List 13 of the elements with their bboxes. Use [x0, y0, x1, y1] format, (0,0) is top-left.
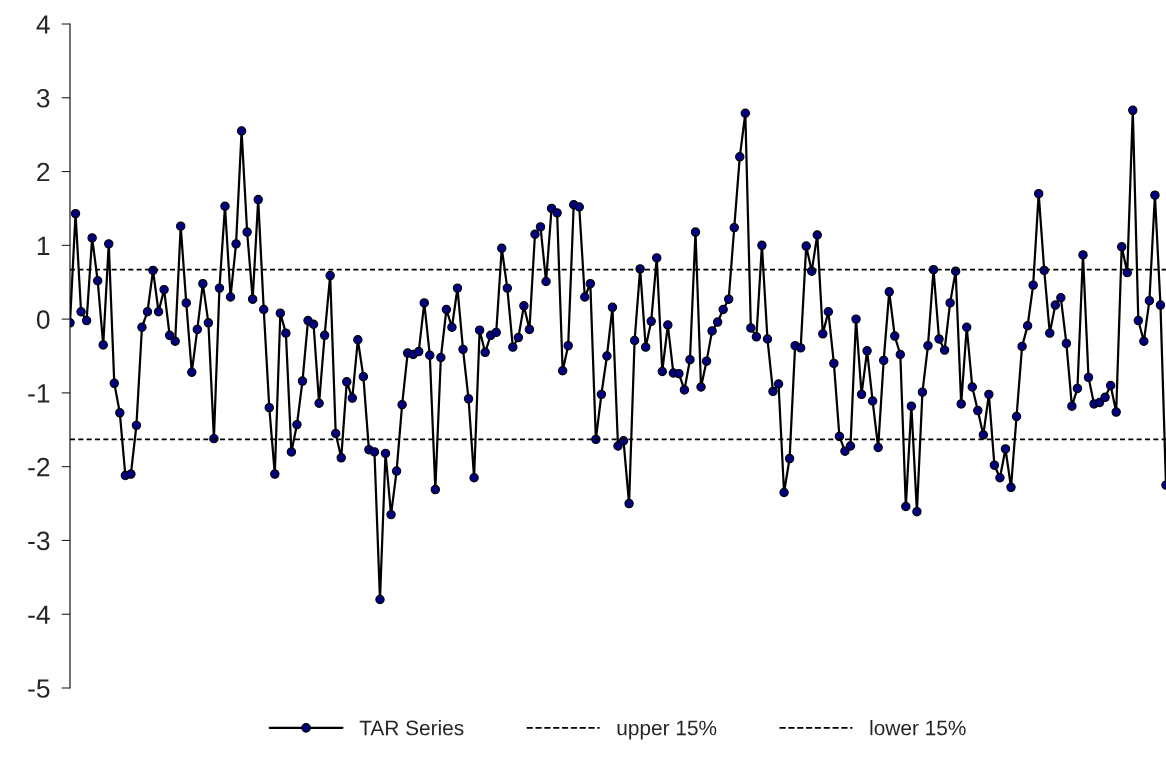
legend-label: upper 15%: [617, 720, 717, 740]
legend-label: TAR Series: [359, 720, 464, 736]
y-tick-label: 3: [36, 88, 50, 108]
y-tick-label: 1: [37, 236, 50, 255]
y-tick-label: -2: [28, 457, 50, 477]
y-tick-label: -1: [28, 384, 50, 403]
y-tick-label: 0: [36, 310, 50, 329]
y-tick-label: 2: [37, 162, 50, 182]
y-tick-label: -3: [28, 531, 50, 551]
legend-label: lower 15%: [870, 720, 966, 736]
y-tick-label: -5: [28, 679, 50, 698]
y-tick-label: -4: [28, 605, 50, 624]
y-tick-label: 4: [36, 15, 50, 34]
